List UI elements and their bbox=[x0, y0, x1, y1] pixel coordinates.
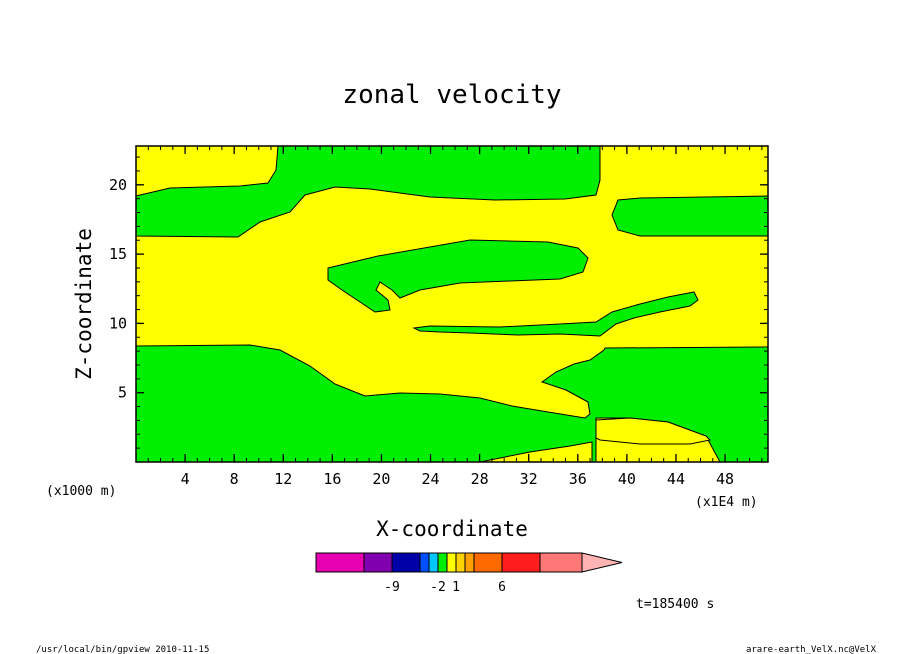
x-tick-label: 24 bbox=[421, 470, 439, 488]
x-tick-label: 40 bbox=[618, 470, 636, 488]
colorbar bbox=[315, 552, 623, 573]
footer-left: /usr/local/bin/gpview 2010-11-15 bbox=[36, 645, 209, 654]
contour-region-mid-blob bbox=[327, 239, 589, 313]
x-tick-label: 12 bbox=[274, 470, 292, 488]
x-tick-labels: 4 8 12 16 20 24 28 32 36 40 44 48 bbox=[181, 470, 735, 488]
x-tick-label: 36 bbox=[569, 470, 587, 488]
colorbar-segment bbox=[315, 552, 365, 573]
colorbar-segment bbox=[473, 552, 503, 573]
colorbar-segment bbox=[539, 552, 583, 573]
colorbar-label: 1 bbox=[452, 580, 460, 595]
colorbar-label: 6 bbox=[498, 580, 506, 595]
x-tick-label: 32 bbox=[520, 470, 538, 488]
colorbar-segment bbox=[464, 552, 475, 573]
colorbar-segment bbox=[501, 552, 541, 573]
colorbar-segment bbox=[437, 552, 448, 573]
contour-region-bottom-right-yellow bbox=[595, 417, 712, 445]
x-tick-label: 20 bbox=[372, 470, 390, 488]
colorbar-segment bbox=[363, 552, 393, 573]
y-tick-label: 10 bbox=[109, 314, 127, 332]
colorbar-segment bbox=[428, 552, 439, 573]
y-tick-label: 20 bbox=[109, 176, 127, 194]
contour-region-top-right bbox=[611, 195, 769, 237]
x-unit-right: (x1E4 m) bbox=[695, 495, 758, 510]
plot-area bbox=[135, 145, 769, 463]
colorbar-labels: -9 -2 1 6 bbox=[384, 580, 506, 595]
footer-right: arare-earth_VelX.nc@VelX bbox=[746, 645, 877, 654]
chart-title: zonal velocity bbox=[342, 80, 561, 110]
y-axis-label: Z-coordinate bbox=[72, 228, 96, 380]
colorbar-segment bbox=[419, 552, 430, 573]
colorbar-label: -9 bbox=[384, 580, 400, 595]
colorbar-label: -2 bbox=[430, 580, 446, 595]
colorbar-extend-arrow bbox=[581, 552, 623, 573]
x-tick-label: 28 bbox=[471, 470, 489, 488]
x-tick-label: 8 bbox=[230, 470, 239, 488]
x-tick-label: 16 bbox=[323, 470, 341, 488]
x-unit-left: (x1000 m) bbox=[46, 484, 116, 499]
x-tick-label: 44 bbox=[667, 470, 685, 488]
x-tick-label: 48 bbox=[716, 470, 734, 488]
y-tick-label: 15 bbox=[109, 245, 127, 263]
colorbar-segment bbox=[446, 552, 457, 573]
time-label: t=185400 s bbox=[636, 597, 714, 612]
plot-frame bbox=[135, 145, 769, 463]
contour-region-top bbox=[135, 145, 601, 238]
colorbar-segment bbox=[455, 552, 466, 573]
major-tick-marks bbox=[136, 146, 768, 462]
y-tick-label: 5 bbox=[118, 384, 127, 402]
contour-region-mid-band bbox=[412, 291, 699, 337]
x-tick-label: 4 bbox=[181, 470, 190, 488]
x-axis-label: X-coordinate bbox=[376, 517, 528, 541]
colorbar-segment bbox=[391, 552, 421, 573]
y-tick-labels: 5 10 15 20 bbox=[109, 176, 127, 402]
